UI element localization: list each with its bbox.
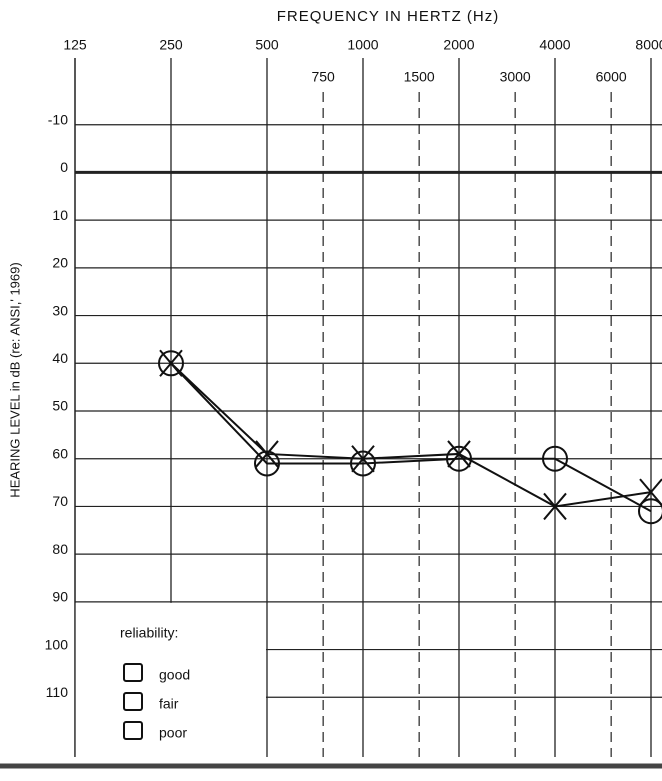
y-tick-label: 70 [52, 493, 68, 509]
y-tick-label: 90 [52, 589, 68, 605]
reliability-option: good [159, 667, 190, 683]
checkbox[interactable] [123, 692, 143, 711]
x-tick-label-minor: 3000 [500, 69, 531, 85]
reliability-option: poor [159, 725, 187, 741]
y-tick-label: 60 [52, 445, 68, 461]
cross-marker [351, 445, 375, 473]
x-tick-label-minor: 750 [311, 69, 335, 85]
y-tick-label: 40 [52, 350, 68, 366]
y-tick-label: 110 [46, 684, 69, 700]
cross-marker [255, 440, 279, 468]
reliability-option: fair [159, 696, 179, 712]
x-tick-label-minor: 1500 [404, 69, 435, 85]
circle-marker [254, 450, 280, 477]
y-tick-label: 30 [52, 302, 68, 318]
y-tick-label: 80 [52, 541, 68, 557]
checkbox[interactable] [123, 721, 143, 740]
reliability-box [75, 602, 266, 757]
y-axis-title: HEARING LEVEL in dB (re: ANSI,' 1969) [7, 262, 22, 497]
circle-marker [446, 445, 472, 472]
y-tick-label: -10 [48, 111, 68, 127]
circle-marker [158, 350, 184, 377]
checkbox[interactable] [123, 663, 143, 682]
cross-marker [447, 440, 471, 468]
x-tick-label: 8000 [635, 37, 662, 53]
chart-title: FREQUENCY IN HERTZ (Hz) [277, 8, 499, 25]
x-tick-label: 1000 [347, 37, 378, 53]
cross-marker [159, 349, 183, 377]
x-tick-label: 500 [255, 37, 279, 53]
y-tick-label: 50 [52, 398, 68, 414]
circle-marker [542, 445, 568, 472]
y-tick-label: 10 [52, 207, 68, 223]
series-line [170, 362, 652, 513]
x-tick-label: 250 [159, 37, 183, 53]
y-tick-label: 0 [60, 159, 68, 175]
y-tick-label: 20 [52, 255, 68, 271]
x-tick-label: 4000 [539, 37, 570, 53]
series-line [170, 362, 652, 508]
circle-marker [350, 450, 376, 477]
x-tick-label-minor: 6000 [596, 69, 627, 85]
y-tick-label: 100 [45, 636, 69, 652]
reliability-title: reliability: [120, 625, 178, 641]
circle-marker [638, 498, 662, 525]
cross-marker [639, 478, 662, 506]
x-tick-label: 2000 [443, 37, 474, 53]
cross-marker [543, 492, 567, 521]
x-tick-label: 125 [63, 37, 87, 53]
